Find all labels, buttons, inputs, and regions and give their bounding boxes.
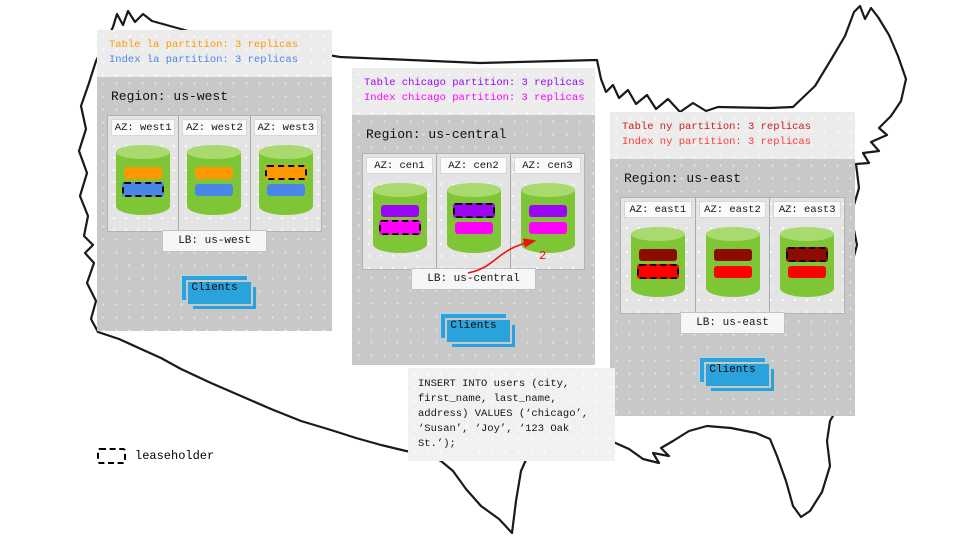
- az-label: AZ: west2: [182, 119, 247, 136]
- cylinder-body: [187, 152, 242, 215]
- database-cylinder-icon: [630, 227, 685, 297]
- az-column: AZ: east1: [621, 198, 695, 313]
- database-cylinder-icon: [780, 227, 835, 297]
- replica-bar: [528, 222, 567, 234]
- step-number-label: 2: [539, 249, 547, 263]
- cylinder-top: [372, 183, 427, 197]
- leaseholder-replica-bar: [378, 220, 421, 235]
- replica-bar: [454, 222, 493, 234]
- leaseholder-replica-bar: [264, 165, 307, 180]
- region-title: Region: us-central: [366, 127, 507, 142]
- az-column: AZ: cen1: [363, 154, 436, 269]
- az-column: AZ: west1: [108, 116, 178, 231]
- legend-line: Table chicago partition: 3 replicas: [364, 77, 585, 89]
- az-label: AZ: cen1: [366, 157, 433, 174]
- cylinder-body: [258, 152, 313, 215]
- database-cylinder-icon: [520, 183, 575, 253]
- cylinder-body: [780, 234, 835, 297]
- az-label: AZ: cen2: [440, 157, 507, 174]
- replica-count-legend: Table la partition: 3 replicas Index la p…: [97, 30, 332, 77]
- region-title: Region: us-west: [111, 89, 229, 104]
- legend-line: Index ny partition: 3 replicas: [622, 136, 812, 148]
- legend-line: Index chicago partition: 3 replicas: [364, 92, 585, 104]
- region-body: Region: us-west AZ: west1 AZ: west2 AZ: wes…: [97, 77, 332, 331]
- region-body: Region: us-central AZ: cen1 AZ: cen2 AZ: ce…: [352, 115, 595, 365]
- cylinder-top: [705, 227, 760, 241]
- az-strip: AZ: cen1 AZ: cen2 AZ: cen3: [362, 153, 585, 270]
- replica-bar: [528, 205, 567, 217]
- database-cylinder-icon: [446, 183, 501, 253]
- region-panel-us-east: Table ny partition: 3 replicas Index ny p…: [610, 112, 855, 416]
- az-label: AZ: west1: [111, 119, 176, 136]
- replica-bar: [713, 266, 752, 278]
- load-balancer-box: LB: us-central: [411, 268, 536, 290]
- replica-bar: [380, 205, 419, 217]
- replica-count-legend: Table chicago partition: 3 replicas Index…: [352, 68, 595, 115]
- insert-routing-arrow: [467, 238, 537, 274]
- replica-bar: [195, 184, 234, 196]
- az-label: AZ: east2: [698, 201, 767, 218]
- az-label: AZ: east3: [773, 201, 842, 218]
- region-panel-us-west: Table la partition: 3 replicas Index la p…: [97, 30, 332, 331]
- replica-bar: [788, 266, 827, 278]
- az-column: AZ: cen3: [510, 154, 584, 269]
- cylinder-body: [705, 234, 760, 297]
- legend-line: Index la partition: 3 replicas: [109, 54, 299, 66]
- az-strip: AZ: east1 AZ: east2 AZ: east3: [620, 197, 845, 314]
- replica-bar: [638, 249, 677, 261]
- leaseholder-replica-bar: [452, 203, 495, 218]
- leaseholder-key-label: leaseholder: [135, 449, 215, 463]
- region-body: Region: us-east AZ: east1 AZ: east2 AZ: eas…: [610, 159, 855, 416]
- clients-box: Clients: [699, 357, 766, 383]
- database-cylinder-icon: [187, 145, 242, 215]
- cylinder-top: [520, 183, 575, 197]
- database-cylinder-icon: [258, 145, 313, 215]
- database-cylinder-icon: [372, 183, 427, 253]
- load-balancer-box: LB: us-west: [162, 230, 267, 252]
- leaseholder-replica-bar: [786, 247, 829, 262]
- load-balancer-box: LB: us-east: [680, 312, 785, 334]
- region-panel-us-central: Table chicago partition: 3 replicas Index…: [352, 68, 595, 365]
- az-strip: AZ: west1 AZ: west2 AZ: west3: [107, 115, 322, 232]
- az-column: AZ: east3: [769, 198, 844, 313]
- az-column: AZ: west2: [178, 116, 249, 231]
- clients-box: Clients: [181, 275, 248, 301]
- leaseholder-swatch-icon: [97, 448, 126, 464]
- cylinder-top: [446, 183, 501, 197]
- leaseholder-replica-bar: [636, 264, 679, 279]
- replica-count-legend: Table ny partition: 3 replicas Index ny p…: [610, 112, 855, 159]
- az-label: AZ: cen3: [514, 157, 581, 174]
- leaseholder-replica-bar: [122, 182, 165, 197]
- sql-statement-box: INSERT INTO users (city, first_name, las…: [408, 368, 615, 461]
- az-label: AZ: east1: [624, 201, 692, 218]
- cylinder-top: [630, 227, 685, 241]
- database-cylinder-icon: [705, 227, 760, 297]
- legend-line: Table la partition: 3 replicas: [109, 39, 299, 51]
- cylinder-top: [116, 145, 171, 159]
- az-column: AZ: cen2: [436, 154, 510, 269]
- replica-bar: [266, 184, 305, 196]
- clients-box: Clients: [440, 313, 507, 339]
- region-title: Region: us-east: [624, 171, 742, 186]
- replica-bar: [124, 167, 163, 179]
- cylinder-top: [258, 145, 313, 159]
- az-column: AZ: east2: [694, 198, 770, 313]
- replica-bar: [713, 249, 752, 261]
- cylinder-top: [780, 227, 835, 241]
- az-column: AZ: west3: [249, 116, 321, 231]
- leaseholder-key: leaseholder: [97, 448, 214, 464]
- replica-bar: [195, 167, 234, 179]
- database-cylinder-icon: [116, 145, 171, 215]
- cylinder-body: [446, 190, 501, 253]
- cylinder-top: [187, 145, 242, 159]
- legend-line: Table ny partition: 3 replicas: [622, 121, 812, 133]
- az-label: AZ: west3: [253, 119, 318, 136]
